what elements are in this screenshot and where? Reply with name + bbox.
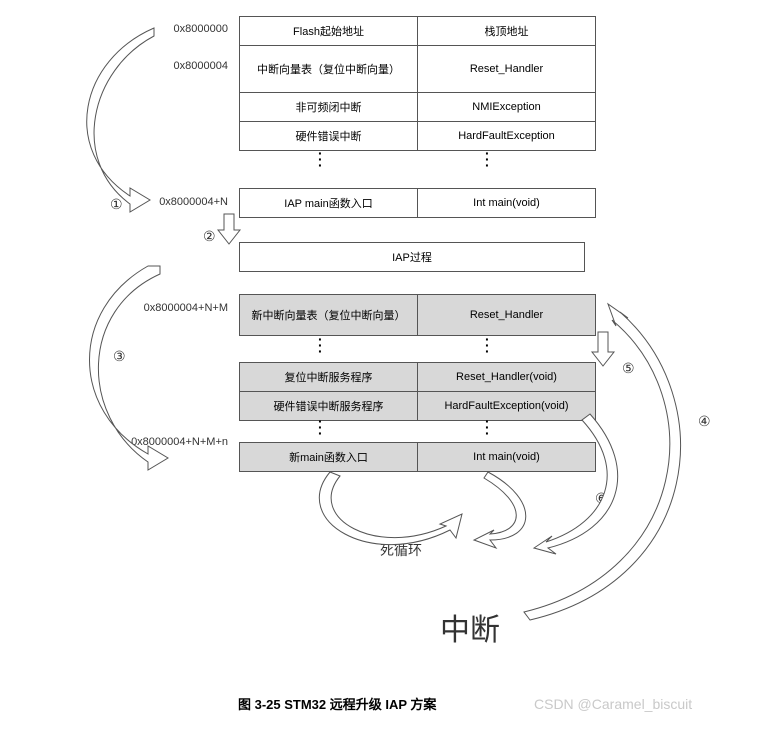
cell: 中断向量表（复位中断向量） xyxy=(240,46,418,93)
cell: Reset_Handler(void) xyxy=(418,363,596,392)
cell: Reset_Handler xyxy=(418,295,596,336)
step-6: ⑥ xyxy=(595,490,608,507)
vdots: ··· xyxy=(485,150,490,168)
cell: Int main(void) xyxy=(418,443,596,472)
cell: 复位中断服务程序 xyxy=(240,363,418,392)
table-iap-entry: IAP main函数入口Int main(void) xyxy=(239,188,596,218)
cell: Reset_Handler xyxy=(418,46,596,93)
addr-1: 0x8000004 xyxy=(158,60,228,72)
step-4: ④ xyxy=(698,413,711,430)
cell: 非可频闭中断 xyxy=(240,93,418,122)
cell: Int main(void) xyxy=(418,189,596,218)
cell: HardFaultException(void) xyxy=(418,392,596,421)
table-new-main: 新main函数入口Int main(void) xyxy=(239,442,596,472)
figure-caption: 图 3-25 STM32 远程升级 IAP 方案 xyxy=(238,694,436,713)
table-vector-1: Flash起始地址栈顶地址 中断向量表（复位中断向量）Reset_Handler… xyxy=(239,16,596,151)
vdots: ··· xyxy=(318,336,323,354)
table-new-vector: 新中断向量表（复位中断向量）Reset_Handler xyxy=(239,294,596,336)
addr-4: 0x8000004+N+M+n xyxy=(118,436,228,449)
addr-0: 0x8000000 xyxy=(158,23,228,35)
watermark: CSDN @Caramel_biscuit xyxy=(534,696,692,712)
step-2: ② xyxy=(203,228,216,245)
vdots: ··· xyxy=(318,418,323,436)
addr-2: 0x8000004+N xyxy=(138,196,228,208)
cell: 栈顶地址 xyxy=(418,17,596,46)
cell: Flash起始地址 xyxy=(240,17,418,46)
cell: 硬件错误中断服务程序 xyxy=(240,392,418,421)
cell: 新中断向量表（复位中断向量） xyxy=(240,295,418,336)
cell: 新main函数入口 xyxy=(240,443,418,472)
cell: HardFaultException xyxy=(418,122,596,151)
cell: NMIException xyxy=(418,93,596,122)
vdots: ··· xyxy=(485,418,490,436)
cell: IAP过程 xyxy=(240,243,585,272)
vdots: ··· xyxy=(485,336,490,354)
table-handlers: 复位中断服务程序Reset_Handler(void) 硬件错误中断服务程序Ha… xyxy=(239,362,596,421)
cell: IAP main函数入口 xyxy=(240,189,418,218)
cell: 硬件错误中断 xyxy=(240,122,418,151)
table-iap-process: IAP过程 xyxy=(239,242,585,272)
step-5: ⑤ xyxy=(622,360,635,377)
addr-3: 0x8000004+N+M xyxy=(118,302,228,314)
step-3: ③ xyxy=(113,348,126,365)
interrupt-label: 中断 xyxy=(440,605,500,649)
step-1: ① xyxy=(110,196,123,213)
vdots: ··· xyxy=(318,150,323,168)
loop-label: 死循环 xyxy=(380,540,422,560)
